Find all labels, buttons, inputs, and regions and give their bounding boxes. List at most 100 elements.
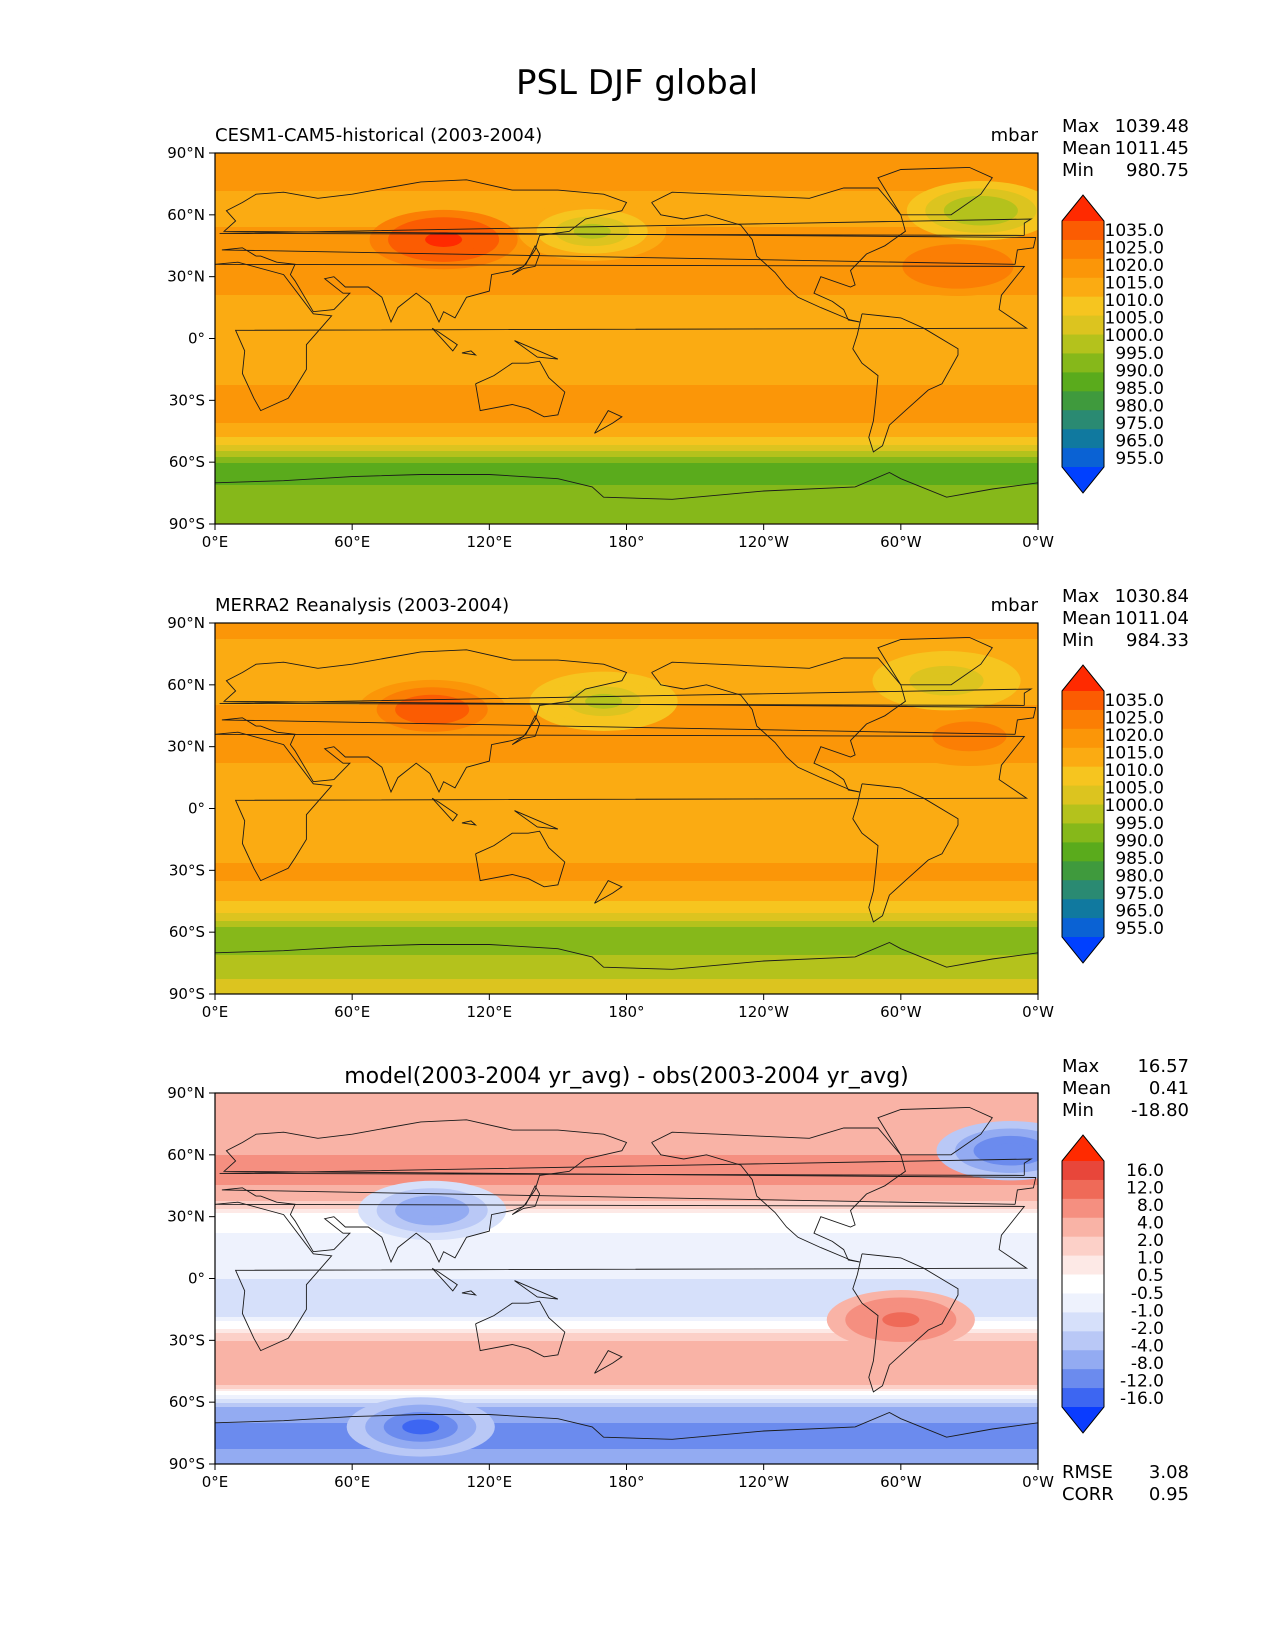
colorbar-level-label: 1010.0 [1105,761,1164,781]
zonal-band [215,749,1038,752]
metric-value-corr: 0.95 [1149,1484,1189,1505]
zonal-band [215,781,1038,784]
colorbar-level-label: 1020.0 [1105,726,1164,746]
zonal-band [215,1217,1038,1220]
x-tick-label: 180° [608,1003,644,1021]
zonal-band [215,1127,1038,1130]
zonal-band [215,1209,1038,1212]
zonal-band [215,1393,1038,1396]
zonal-band [215,1155,1038,1158]
zonal-band [215,1373,1038,1376]
zonal-band [215,789,1038,792]
zonal-band [215,373,1038,376]
colorbar-level-label: 985.0 [1115,379,1164,399]
zonal-band [215,515,1038,518]
zonal-band [215,1407,1038,1410]
zonal-band [215,853,1038,856]
colorbar-cell [1062,334,1104,354]
x-tick-label: 0°E [202,533,229,551]
zonal-band [215,659,1038,662]
colorbar-level-label: 975.0 [1115,414,1164,434]
zonal-band [215,313,1038,316]
zonal-band [215,499,1038,502]
zonal-band [215,481,1038,484]
zonal-band [215,181,1038,184]
zonal-band [215,733,1038,736]
pressure-cell [413,1203,451,1218]
zonal-band [215,185,1038,188]
zonal-band [215,925,1038,928]
zonal-band [215,343,1038,346]
zonal-band [215,1423,1038,1426]
zonal-band [215,291,1038,294]
coastline [431,797,458,822]
coastline [215,261,1029,412]
zonal-band [215,349,1038,352]
zonal-band [215,1263,1038,1266]
colorbar-level-label: -8.0 [1131,1354,1164,1374]
zonal-band [215,761,1038,764]
zonal-band [215,1231,1038,1234]
zonal-band [215,1247,1038,1250]
zonal-band [215,1323,1038,1326]
zonal-band [215,1123,1038,1126]
zonal-band [215,1099,1038,1102]
colorbar-cell [1062,239,1104,260]
zonal-band [215,1447,1038,1450]
colorbar-cell [1062,1388,1104,1408]
zonal-band [215,649,1038,652]
zonal-band [215,933,1038,936]
zonal-band [215,1271,1038,1274]
colorbar: 16.012.08.04.02.01.00.5-0.5-1.0-2.0-4.0-… [1061,1134,1164,1434]
zonal-band [215,155,1038,158]
field-layer [215,1093,1038,1464]
colorbar-level-label: 955.0 [1115,919,1164,939]
zonal-band [215,1147,1038,1150]
zonal-band [215,199,1038,202]
coastline [431,327,458,352]
zonal-band [215,385,1038,388]
zonal-band [215,1335,1038,1338]
colorbar-cell [1062,766,1104,787]
zonal-band [215,971,1038,974]
zonal-band [215,991,1038,994]
zonal-band [215,1255,1038,1258]
zonal-band [215,827,1038,830]
zonal-band [215,433,1038,436]
zonal-band [215,979,1038,982]
zonal-band [215,1435,1038,1438]
zonal-band [215,1175,1038,1178]
zonal-band [215,1337,1038,1340]
zonal-band [215,645,1038,648]
zonal-band [215,285,1038,288]
colorbar-cell [1062,804,1104,824]
zonal-band [215,957,1038,960]
zonal-band [215,1187,1038,1190]
zonal-band [215,1121,1038,1124]
zonal-band [215,303,1038,306]
zonal-band [215,1375,1038,1378]
zonal-band [215,299,1038,302]
zonal-band [215,167,1038,170]
zonal-band [215,1347,1038,1350]
zonal-band [215,355,1038,358]
y-tick-label: 60°S [169,1393,205,1411]
y-tick-label: 30°N [167,1208,205,1226]
zonal-band [215,297,1038,300]
zonal-band [215,833,1038,836]
zonal-band [215,1313,1038,1316]
zonal-band [215,389,1038,392]
field-layer [215,623,1038,994]
zonal-band [215,1317,1038,1320]
zonal-band [215,1243,1038,1246]
zonal-band [215,1253,1038,1256]
zonal-band [215,1409,1038,1412]
colorbar-level-label: 1025.0 [1105,708,1164,728]
zonal-band [215,375,1038,378]
colorbar-cell [1062,372,1104,392]
stat-value-max: 16.57 [1137,1056,1189,1077]
zonal-band [215,1399,1038,1402]
zonal-band [215,949,1038,952]
zonal-band [215,455,1038,458]
zonal-band [215,317,1038,320]
